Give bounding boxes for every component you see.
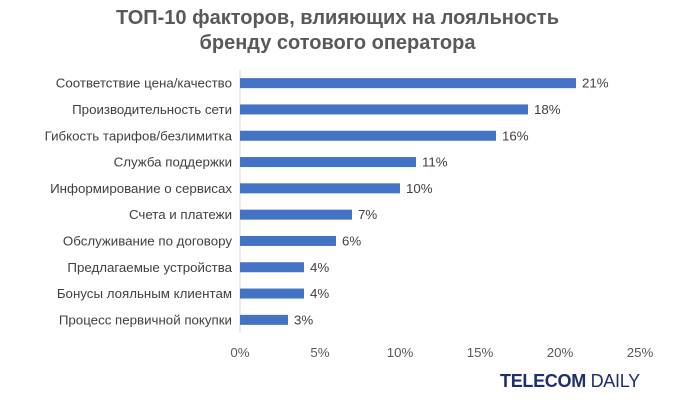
category-label: Процесс первичной покупки (59, 312, 232, 327)
logo-part-daily: DAILY (590, 371, 640, 391)
x-tick-label: 10% (387, 345, 414, 360)
data-label: 6% (342, 233, 361, 248)
category-label: Гибкость тарифов/безлимитка (45, 128, 233, 143)
bar (240, 130, 496, 141)
x-tick-label: 0% (230, 345, 249, 360)
x-tick-label: 5% (310, 345, 329, 360)
bar (240, 288, 304, 299)
data-label: 16% (502, 128, 529, 143)
data-label: 10% (406, 181, 433, 196)
logo-part-telecom: TELECOM (500, 371, 586, 391)
category-label: Соответствие цена/качество (56, 76, 232, 91)
chart-title-line-2: бренду сотового оператора (199, 32, 476, 54)
bar (240, 183, 400, 194)
data-label: 7% (358, 207, 377, 222)
bar (240, 78, 576, 89)
category-label: Информирование о сервисах (50, 181, 232, 196)
data-label: 3% (294, 312, 313, 327)
category-label: Производительность сети (72, 102, 232, 117)
data-label: 11% (422, 155, 448, 170)
data-label: 4% (310, 260, 329, 275)
telecom-daily-logo: TELECOM DAILY (500, 371, 640, 392)
category-label: Предлагаемые устройства (67, 260, 232, 275)
bar (240, 209, 352, 220)
category-label: Бонусы лояльным клиентам (57, 286, 232, 301)
bar (240, 262, 304, 273)
data-label: 21% (582, 76, 609, 91)
category-label: Обслуживание по договору (63, 233, 232, 248)
x-tick-label: 25% (627, 345, 654, 360)
bar (240, 235, 336, 246)
bar (240, 314, 288, 325)
chart-title: ТОП-10 факторов, влияющих на лояльность … (0, 6, 675, 56)
category-label: Служба поддержки (114, 155, 232, 170)
x-tick-label: 15% (467, 345, 494, 360)
data-label: 18% (534, 102, 561, 117)
data-label: 4% (310, 286, 329, 301)
category-label: Счета и платежи (129, 207, 232, 222)
bar (240, 157, 416, 168)
x-tick-label: 20% (547, 345, 574, 360)
bar (240, 104, 528, 115)
chart-title-line-1: ТОП-10 факторов, влияющих на лояльность (115, 7, 560, 29)
